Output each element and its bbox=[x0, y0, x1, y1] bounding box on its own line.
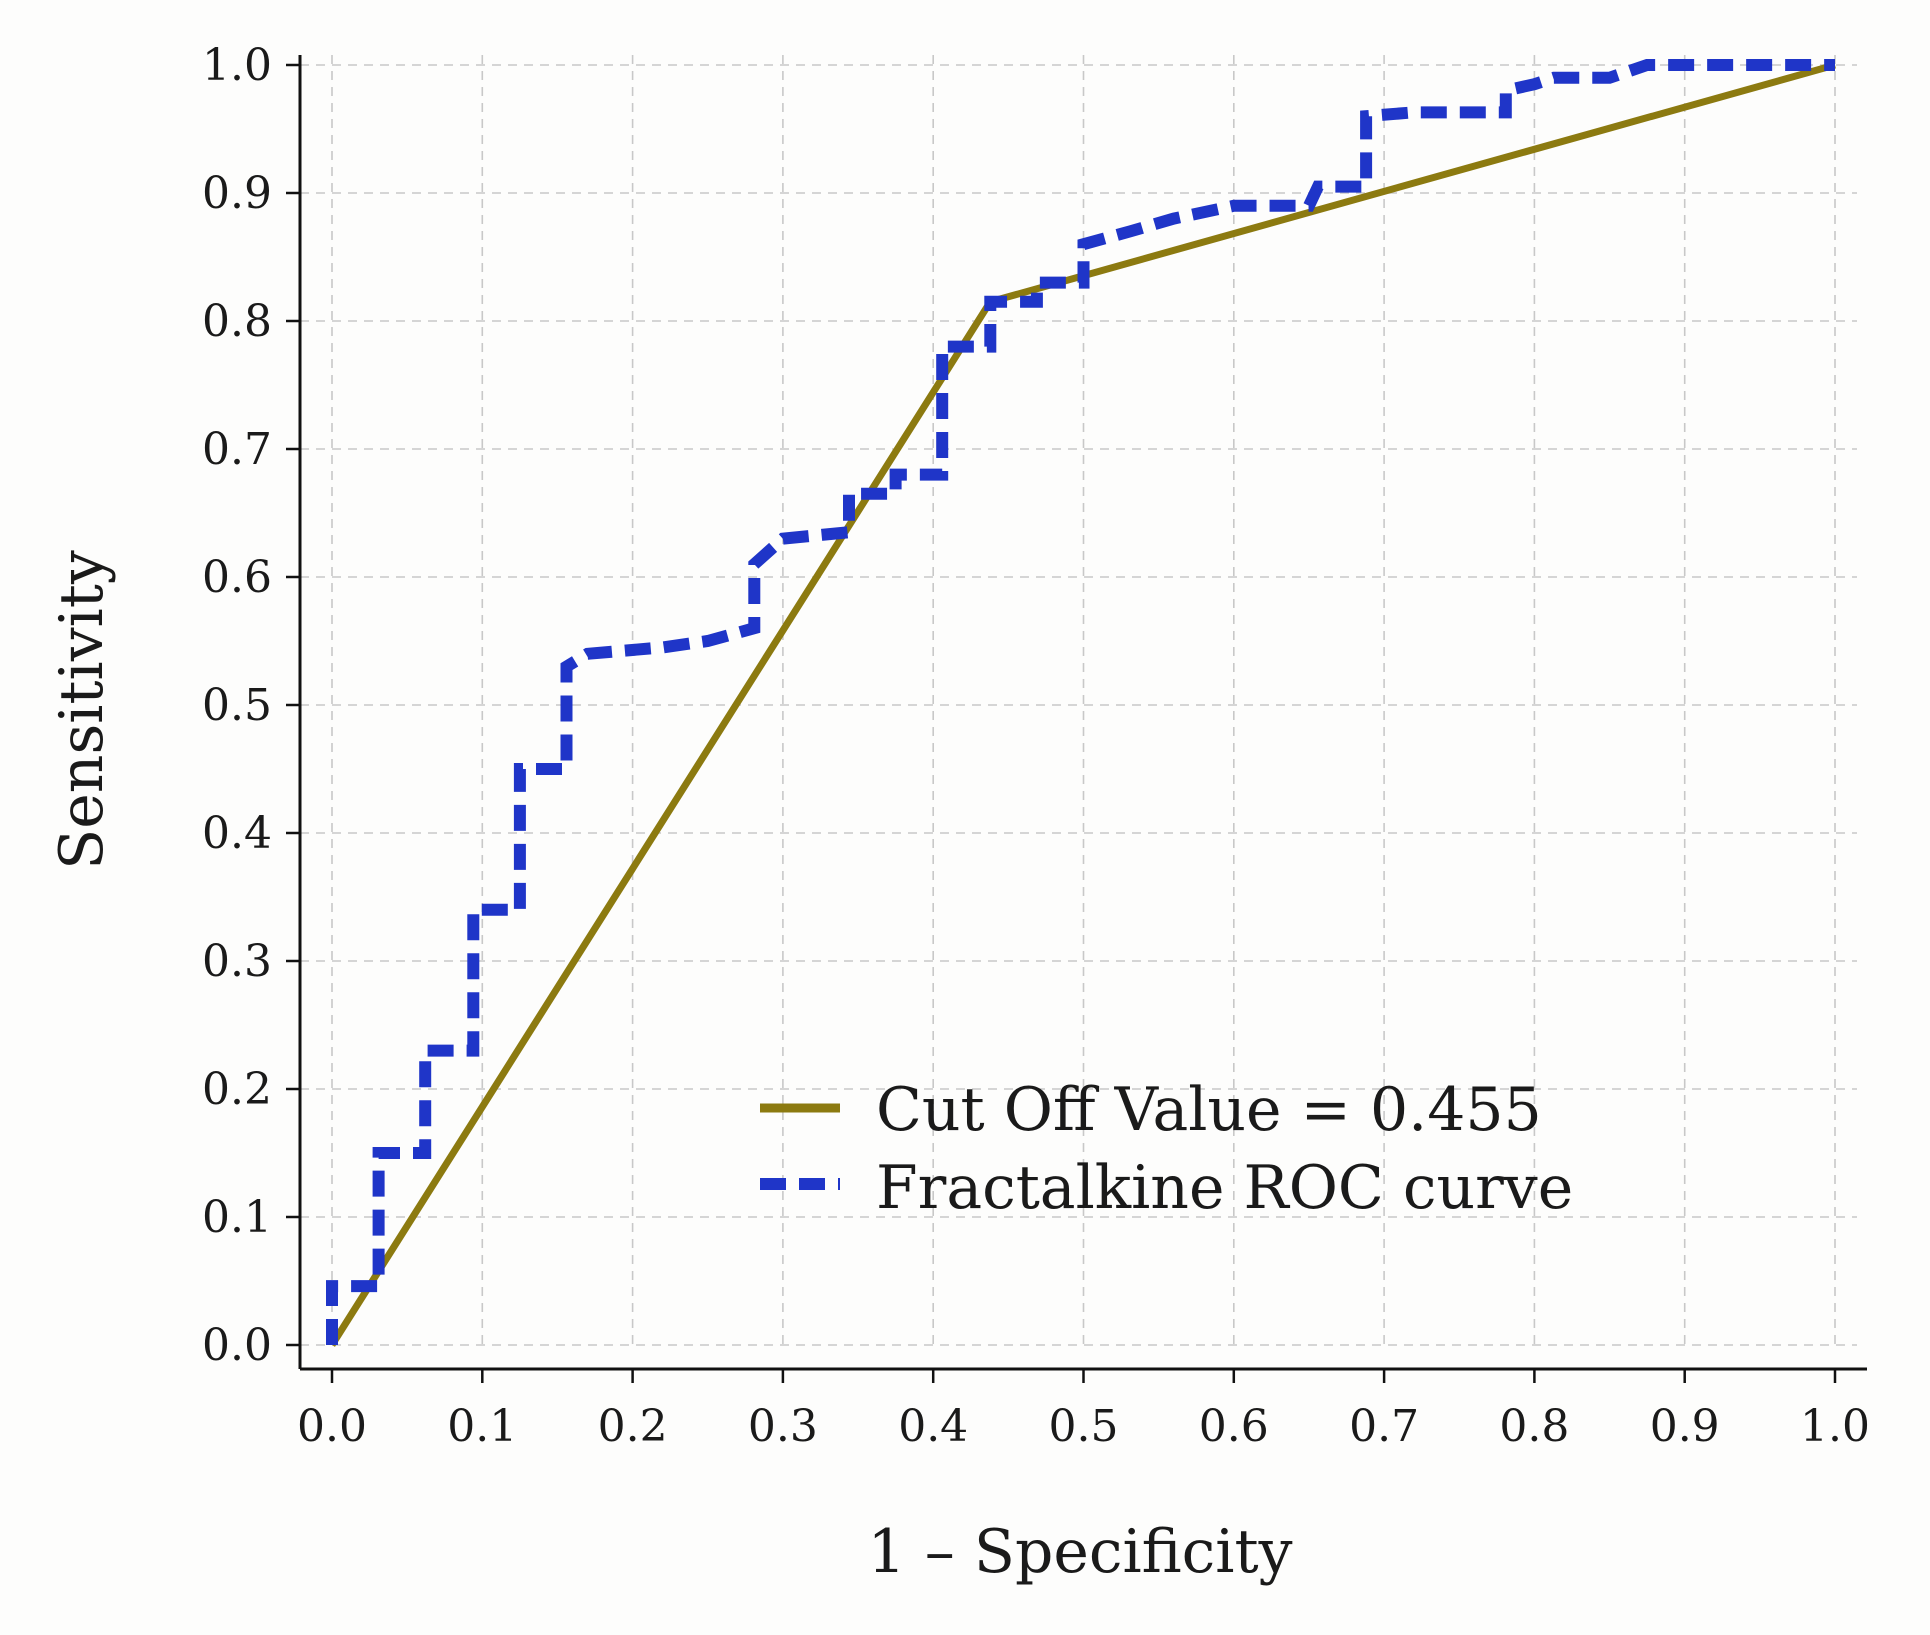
x-tick-label: 0.6 bbox=[1199, 1401, 1269, 1452]
y-tick-label: 0.6 bbox=[202, 552, 272, 603]
legend: Cut Off Value = 0.455 Fractalkine ROC cu… bbox=[760, 1075, 1573, 1223]
x-tick-label: 0.4 bbox=[898, 1401, 968, 1452]
y-tick-label: 0.9 bbox=[202, 168, 272, 219]
grid-layer bbox=[300, 55, 1857, 1346]
x-tick-label: 0.9 bbox=[1650, 1401, 1720, 1452]
y-tick-label: 0.4 bbox=[202, 808, 272, 859]
x-tick-label: 1.0 bbox=[1800, 1401, 1870, 1452]
ticks-layer: 0.0 0.1 0.2 0.3 0.4 0.5 0.6 0.7 0.8 0.9 1.0 0.0 0.1 0… bbox=[202, 40, 1870, 1452]
series-line-roc bbox=[326, 59, 1835, 1345]
x-tick-label: 0.2 bbox=[598, 1401, 668, 1452]
x-tick-label: 0.5 bbox=[1049, 1401, 1119, 1452]
y-tick-label: 0.8 bbox=[202, 296, 272, 347]
y-tick-label: 0.3 bbox=[202, 936, 272, 987]
y-axis-label: Sensitivity bbox=[47, 550, 117, 870]
y-tick-label: 0.7 bbox=[202, 424, 272, 475]
y-tick-label: 0.1 bbox=[202, 1192, 272, 1243]
y-tick-label: 1.0 bbox=[202, 40, 272, 91]
y-tick-label: 0.5 bbox=[202, 680, 272, 731]
series-layer bbox=[326, 59, 1836, 1347]
y-tick-label: 0.0 bbox=[202, 1320, 272, 1371]
x-tick-label: 0.8 bbox=[1499, 1401, 1569, 1452]
x-tick-label: 0.1 bbox=[447, 1401, 517, 1452]
y-tick-label: 0.2 bbox=[202, 1064, 272, 1115]
x-axis-label: 1 – Specificity bbox=[868, 1517, 1293, 1587]
x-tick-label: 0.0 bbox=[297, 1401, 367, 1452]
legend-label-cutoff: Cut Off Value = 0.455 bbox=[876, 1075, 1542, 1145]
x-tick-label: 0.3 bbox=[748, 1401, 818, 1452]
legend-label-roc: Fractalkine ROC curve bbox=[876, 1153, 1573, 1223]
x-tick-label: 0.7 bbox=[1349, 1401, 1419, 1452]
